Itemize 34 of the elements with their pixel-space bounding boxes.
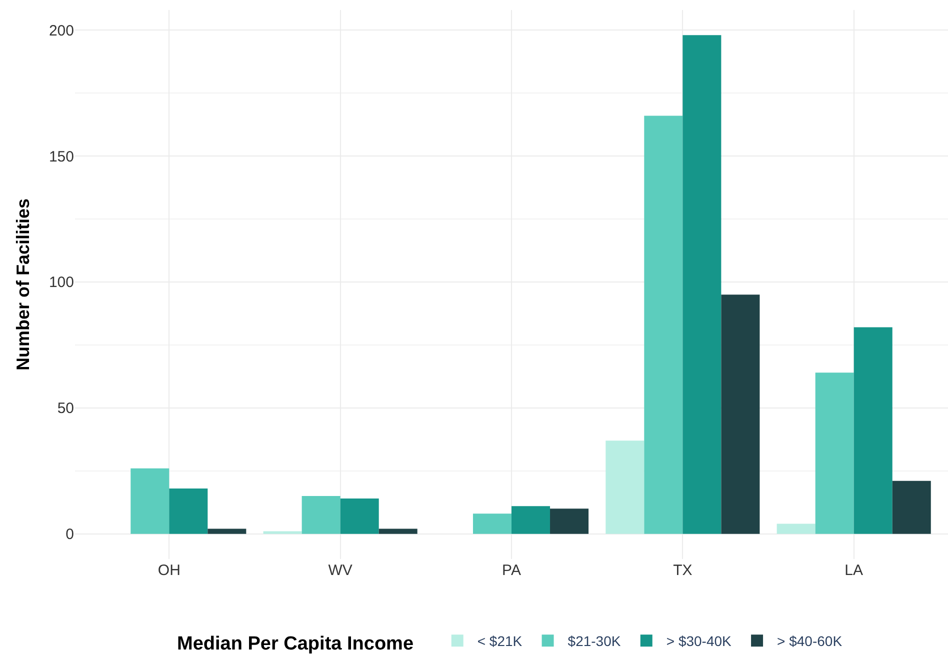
bar [682,35,722,534]
bar [378,528,418,534]
bar [302,496,340,534]
bar [892,480,931,534]
bar [169,488,208,534]
legend-label: > $30-40K [666,633,732,650]
bar [550,508,589,534]
bar [606,440,644,534]
bar [130,468,170,534]
legend-label: < $21K [477,633,523,650]
bar [721,294,760,534]
bar [815,372,854,534]
y-tick-label: 100 [48,274,74,292]
x-tick-label: OH [158,562,180,579]
bar [340,498,379,534]
bar [263,531,302,534]
bar [472,514,512,534]
legend-label: > $40-60K [777,633,843,650]
bar [208,528,246,534]
y-tick-label: 150 [48,148,74,166]
x-tick-label: LA [844,562,864,579]
y-tick-label: 50 [57,400,74,418]
x-tick-label: TX [673,562,692,579]
x-tick-label: PA [502,562,521,579]
bar [776,524,816,534]
legend-label: $21-30K [568,633,622,650]
y-axis-title: Number of Facilities [13,198,34,371]
bar [512,506,550,534]
y-tick-label: 0 [66,526,74,544]
y-tick-label: 200 [48,22,74,40]
legend-title: Median Per Capita Income [177,634,414,655]
x-tick-label: WV [328,562,352,579]
bar [854,327,892,534]
bar [644,116,683,534]
